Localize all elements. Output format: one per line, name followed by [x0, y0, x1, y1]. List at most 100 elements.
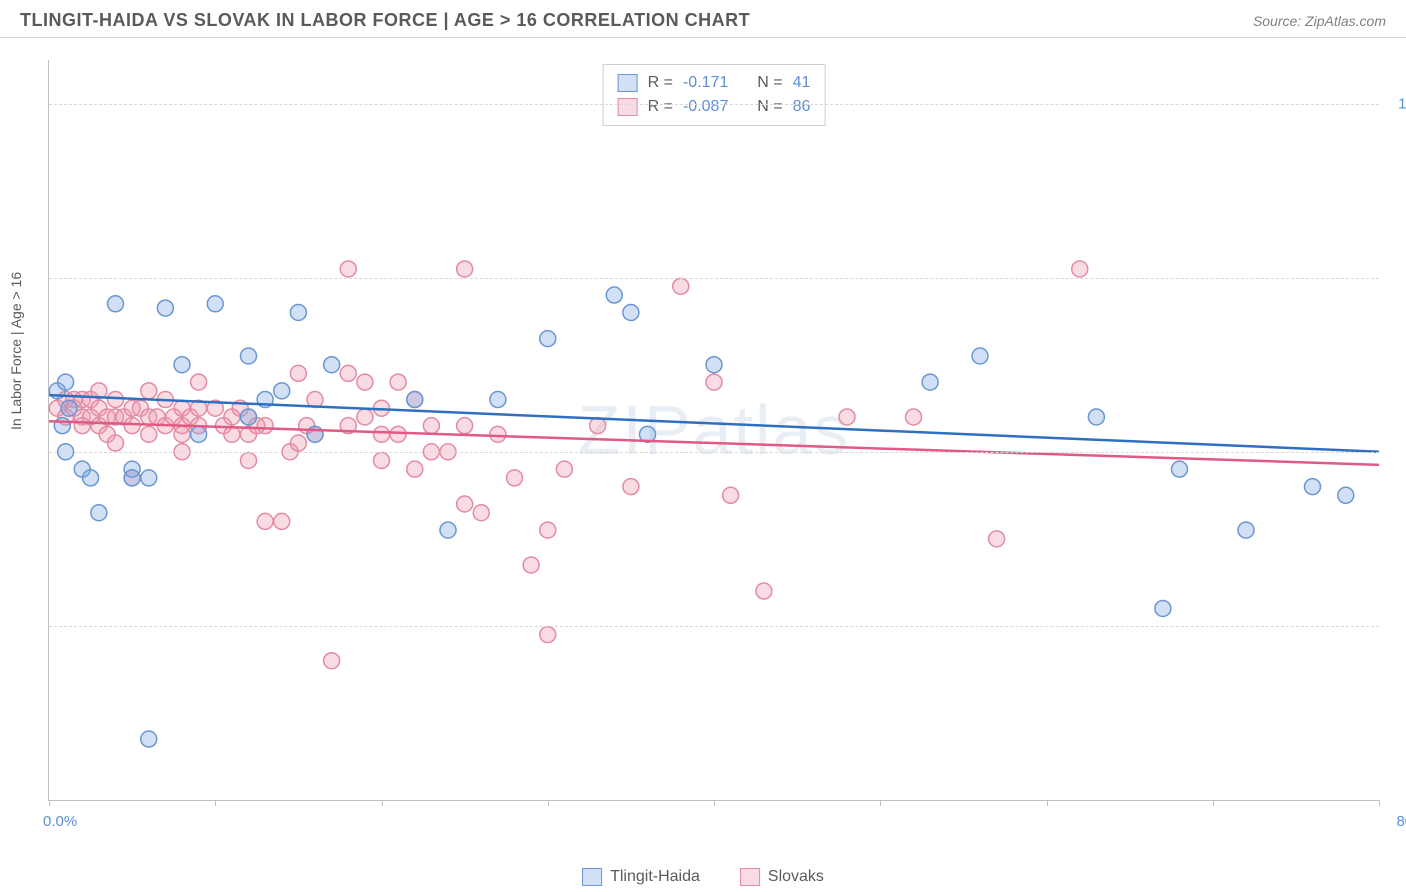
data-point	[723, 487, 739, 503]
data-point	[324, 653, 340, 669]
x-tick-label: 0.0%	[43, 813, 77, 830]
data-point	[407, 392, 423, 408]
data-point	[83, 470, 99, 486]
data-point	[440, 522, 456, 538]
chart-title: TLINGIT-HAIDA VS SLOVAK IN LABOR FORCE |…	[20, 10, 750, 31]
data-point	[922, 374, 938, 390]
x-tick	[215, 800, 216, 806]
x-tick	[1213, 800, 1214, 806]
data-point	[207, 296, 223, 312]
data-point	[290, 365, 306, 381]
data-point	[124, 470, 140, 486]
data-point	[1155, 600, 1171, 616]
data-point	[590, 418, 606, 434]
y-tick-label: 100.0%	[1398, 95, 1406, 112]
data-point	[623, 304, 639, 320]
data-point	[191, 374, 207, 390]
x-tick	[548, 800, 549, 806]
data-point	[174, 426, 190, 442]
data-point	[556, 461, 572, 477]
data-point	[457, 261, 473, 277]
data-point	[241, 348, 257, 364]
data-point	[357, 374, 373, 390]
data-point	[374, 426, 390, 442]
x-tick	[382, 800, 383, 806]
data-point	[141, 383, 157, 399]
data-point	[108, 392, 124, 408]
data-point	[839, 409, 855, 425]
data-point	[1238, 522, 1254, 538]
data-point	[241, 452, 257, 468]
data-point	[1088, 409, 1104, 425]
data-point	[423, 418, 439, 434]
data-point	[108, 435, 124, 451]
data-point	[174, 357, 190, 373]
data-point	[1172, 461, 1188, 477]
x-tick	[1047, 800, 1048, 806]
y-axis-label: In Labor Force | Age > 16	[8, 272, 24, 430]
data-point	[673, 278, 689, 294]
legend-item-pink: Slovaks	[740, 868, 824, 886]
data-point	[124, 418, 140, 434]
gridline	[49, 104, 1379, 105]
swatch-pink-icon	[740, 868, 760, 886]
data-point	[523, 557, 539, 573]
data-point	[340, 365, 356, 381]
data-point	[507, 470, 523, 486]
data-point	[61, 400, 77, 416]
data-point	[224, 426, 240, 442]
data-point	[407, 461, 423, 477]
data-point	[274, 513, 290, 529]
data-point	[906, 409, 922, 425]
x-tick	[1379, 800, 1380, 806]
x-tick-label: 80.0%	[1396, 813, 1406, 830]
data-point	[540, 522, 556, 538]
x-tick	[880, 800, 881, 806]
data-point	[473, 505, 489, 521]
legend-item-blue: Tlingit-Haida	[582, 868, 700, 886]
data-point	[972, 348, 988, 364]
data-point	[623, 479, 639, 495]
scatter-chart: ZIPatlas R = -0.171 N = 41 R = -0.087 N …	[48, 60, 1379, 801]
data-point	[540, 331, 556, 347]
data-point	[374, 452, 390, 468]
data-point	[257, 513, 273, 529]
data-point	[141, 470, 157, 486]
data-point	[91, 505, 107, 521]
data-point	[490, 426, 506, 442]
data-point	[290, 304, 306, 320]
data-point	[290, 435, 306, 451]
plot-svg	[49, 60, 1379, 800]
data-point	[241, 409, 257, 425]
data-point	[756, 583, 772, 599]
chart-header: TLINGIT-HAIDA VS SLOVAK IN LABOR FORCE |…	[0, 0, 1406, 38]
data-point	[490, 392, 506, 408]
data-point	[706, 374, 722, 390]
data-point	[989, 531, 1005, 547]
series-legend: Tlingit-Haida Slovaks	[582, 868, 824, 886]
data-point	[274, 383, 290, 399]
data-point	[324, 357, 340, 373]
data-point	[191, 426, 207, 442]
gridline	[49, 452, 1379, 453]
x-tick	[714, 800, 715, 806]
data-point	[457, 418, 473, 434]
legend-label-blue: Tlingit-Haida	[610, 868, 700, 886]
data-point	[54, 418, 70, 434]
data-point	[1305, 479, 1321, 495]
data-point	[606, 287, 622, 303]
data-point	[58, 374, 74, 390]
data-point	[390, 426, 406, 442]
data-point	[257, 418, 273, 434]
data-point	[1072, 261, 1088, 277]
data-point	[157, 300, 173, 316]
data-point	[108, 296, 124, 312]
legend-label-pink: Slovaks	[768, 868, 824, 886]
gridline	[49, 626, 1379, 627]
x-tick	[49, 800, 50, 806]
data-point	[340, 261, 356, 277]
data-point	[1338, 487, 1354, 503]
data-point	[540, 627, 556, 643]
data-point	[706, 357, 722, 373]
data-point	[357, 409, 373, 425]
